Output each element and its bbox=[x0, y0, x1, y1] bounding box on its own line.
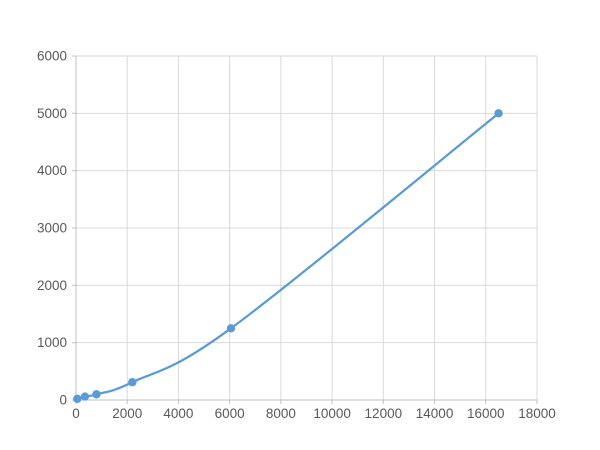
x-tick-label: 14000 bbox=[416, 406, 454, 421]
y-tick-label: 5000 bbox=[37, 106, 67, 121]
x-tick-label: 0 bbox=[72, 406, 80, 421]
y-tick-label: 3000 bbox=[37, 221, 67, 236]
x-tick-label: 4000 bbox=[163, 406, 193, 421]
x-tick-label: 8000 bbox=[266, 406, 296, 421]
y-tick-label: 1000 bbox=[37, 335, 67, 350]
x-tick-label: 12000 bbox=[365, 406, 403, 421]
y-tick-label: 4000 bbox=[37, 163, 67, 178]
axis-layer bbox=[72, 55, 538, 404]
data-point bbox=[80, 392, 90, 401]
data-point bbox=[92, 390, 101, 399]
data-point bbox=[226, 324, 236, 333]
data-point bbox=[128, 378, 137, 387]
tick-label-layer: 0 2000 4000 6000 8000 10000 12000 14000 16000 180… bbox=[37, 49, 556, 422]
series-line bbox=[76, 112, 500, 400]
x-tick-label: 2000 bbox=[112, 406, 142, 421]
y-tick-label: 2000 bbox=[37, 278, 67, 293]
y-tick-label: 0 bbox=[59, 393, 67, 408]
grid-layer bbox=[76, 55, 538, 400]
y-tick-label: 6000 bbox=[37, 49, 67, 64]
data-point bbox=[494, 109, 503, 118]
x-tick-label: 18000 bbox=[518, 406, 556, 421]
data-point bbox=[73, 394, 82, 404]
x-tick-label: 16000 bbox=[467, 406, 505, 421]
x-tick-label: 10000 bbox=[313, 406, 351, 421]
x-tick-label: 6000 bbox=[215, 406, 245, 421]
series-layer bbox=[73, 109, 503, 404]
